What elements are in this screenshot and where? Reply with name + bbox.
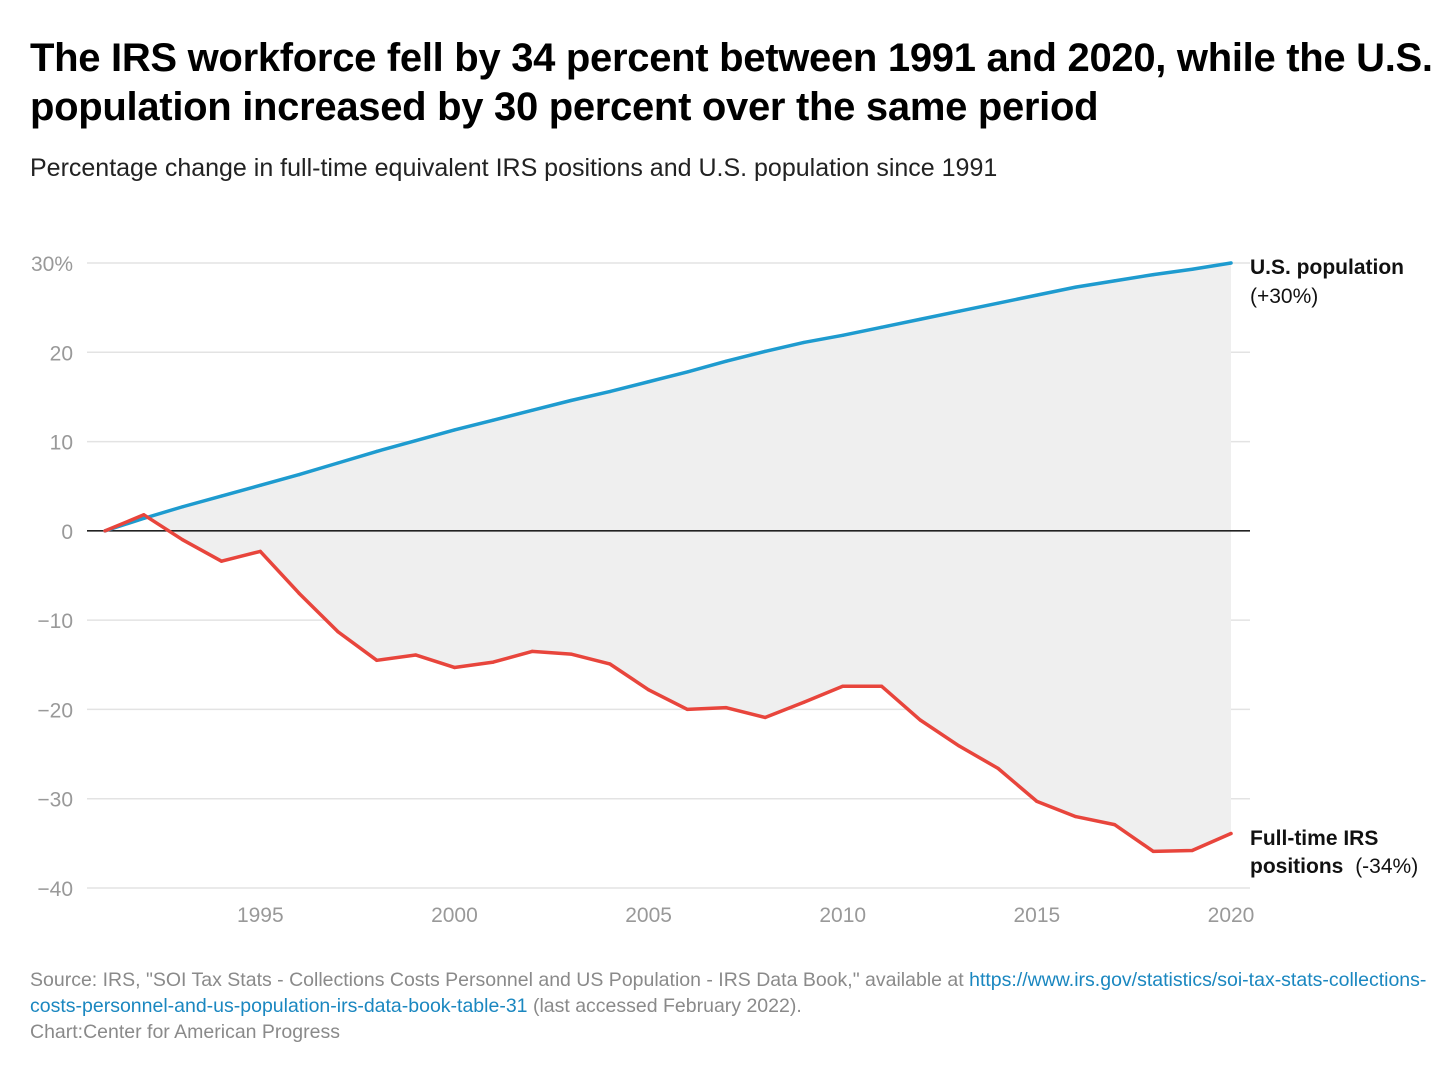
end-label-population-change: (+30%) [1250, 285, 1318, 308]
source-link[interactable]: https://www.irs.gov/statistics/soi-tax-s… [30, 969, 1427, 1017]
point-irs [530, 649, 534, 653]
chart-credit: Chart:Center for American Progress [30, 1021, 340, 1043]
point-irs [1151, 849, 1155, 853]
point-irs [646, 688, 651, 692]
x-tick-label: 1995 [237, 904, 284, 927]
point-irs [685, 707, 690, 712]
end-label-irs: Full-time IRS positions (-34%) [1250, 827, 1418, 878]
point-population [142, 516, 146, 520]
point-population [879, 325, 884, 329]
point-population [491, 418, 495, 422]
point-irs [802, 700, 806, 704]
point-irs [608, 662, 612, 666]
point-irs [297, 591, 301, 595]
x-tick-label: 2015 [1014, 904, 1061, 927]
chart-title: The IRS workforce fell by 34 percent bet… [30, 36, 1433, 129]
point-population [724, 359, 728, 363]
y-tick-label: 20 [50, 342, 73, 365]
point-population [1035, 293, 1039, 297]
point-irs [569, 652, 573, 656]
point-population [1074, 285, 1078, 289]
y-tick-label: 10 [50, 432, 73, 455]
y-tick-label: −40 [37, 878, 73, 901]
point-population [452, 428, 457, 432]
point-irs [491, 660, 495, 664]
point-irs [258, 549, 262, 553]
point-irs [142, 513, 146, 517]
point-irs [336, 630, 340, 634]
point-irs [219, 559, 224, 563]
point-population [258, 483, 262, 487]
end-label-population-name: U.S. population [1250, 256, 1404, 279]
point-irs [181, 538, 185, 542]
end-label-irs-change: (-34%) [1355, 855, 1418, 878]
x-tick-label: 2005 [625, 904, 672, 927]
source-note: Source: IRS, "SOI Tax Stats - Collection… [30, 967, 1440, 1045]
point-population [841, 333, 845, 337]
y-tick-label: 30% [31, 253, 73, 276]
point-population [181, 505, 185, 509]
point-population [1190, 267, 1194, 271]
point-irs [763, 715, 767, 720]
end-label-irs-name-2: positions [1250, 855, 1343, 878]
gap-shading [105, 263, 1231, 852]
point-population [297, 473, 301, 477]
point-population [918, 317, 922, 321]
point-irs [1112, 823, 1117, 827]
x-tick-label: 2000 [431, 904, 478, 927]
point-population [1151, 273, 1155, 277]
point-irs [724, 706, 728, 710]
point-irs [1074, 814, 1078, 819]
point-population [646, 380, 651, 384]
y-tick-label: −10 [37, 610, 73, 633]
point-population [685, 370, 690, 374]
point-population [1229, 261, 1233, 265]
point-irs [1035, 799, 1039, 803]
source-text: Source: IRS, "SOI Tax Stats - Collection… [30, 969, 970, 991]
point-population [219, 494, 224, 498]
x-axis-ticks: 1995 2000 2005 2010 2015 2020 [237, 904, 1254, 927]
series-points [103, 261, 1233, 853]
chart-subtitle: Percentage change in full-time equivalen… [30, 154, 998, 182]
point-population [802, 340, 806, 345]
x-tick-label: 2020 [1208, 904, 1255, 927]
point-irs [375, 658, 379, 662]
point-population [957, 309, 961, 313]
point-population [530, 408, 534, 412]
source-suffix: (last accessed February 2022). [527, 995, 802, 1017]
x-tick-label: 2010 [819, 904, 866, 927]
point-irs [957, 744, 961, 748]
point-population [1112, 279, 1117, 283]
point-population [569, 398, 573, 403]
y-tick-label: 0 [61, 521, 73, 544]
point-irs [1190, 848, 1194, 853]
y-axis-ticks: 30% 20 10 0 −10 −20 −30 −40 [31, 253, 73, 901]
point-irs [918, 718, 922, 722]
point-population [414, 439, 418, 443]
point-population [336, 461, 340, 465]
point-irs [879, 684, 884, 688]
point-irs [452, 665, 457, 670]
point-population [375, 449, 379, 453]
end-label-population: U.S. population (+30%) [1250, 256, 1410, 308]
y-tick-label: −20 [37, 699, 73, 722]
point-population [608, 389, 612, 394]
series-line-irs [103, 513, 1233, 854]
point-irs [414, 653, 418, 657]
point-population [763, 349, 767, 353]
y-tick-label: −30 [37, 789, 73, 812]
point-irs [996, 766, 1000, 770]
point-population [996, 301, 1000, 305]
point-irs [841, 684, 845, 688]
point-irs [1229, 831, 1233, 836]
point-irs [103, 529, 107, 533]
series-line-population [103, 261, 1233, 533]
end-label-irs-name-1: Full-time IRS [1250, 827, 1378, 850]
